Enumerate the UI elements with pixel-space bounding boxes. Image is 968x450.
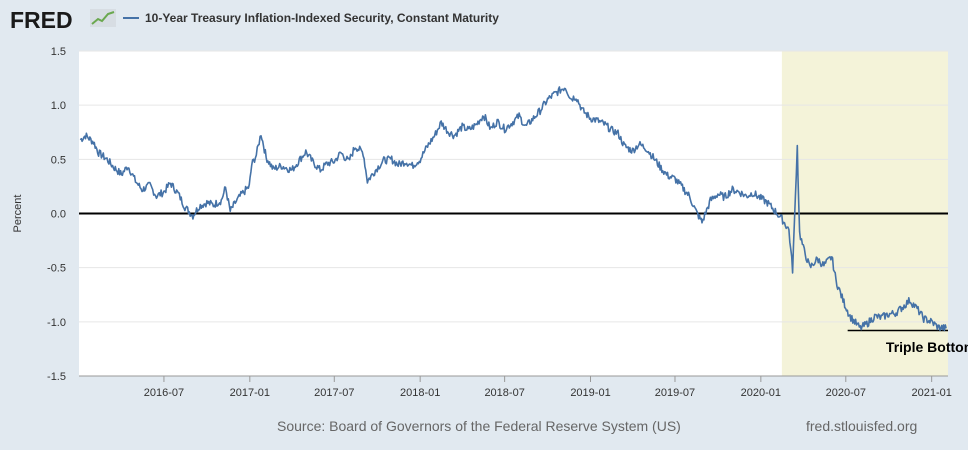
legend-label: 10-Year Treasury Inflation-Indexed Secur… [145, 11, 499, 25]
x-tick-label: 2017-01 [230, 387, 270, 399]
line-chart: 1.5 1.0 0.5 0.0 -0.5 -1.0 -1.5 2016-07 2017-01 20… [12, 46, 968, 399]
series-line [79, 86, 947, 332]
source-note: Source: Board of Governors of the Federa… [277, 418, 681, 434]
chart-legend: 10-Year Treasury Inflation-Indexed Secur… [123, 11, 499, 25]
y-tick-label: 0.5 [51, 154, 66, 166]
site-link[interactable]: fred.stlouisfed.org [806, 418, 918, 434]
x-tick-label: 2020-01 [741, 387, 781, 399]
legend-swatch [123, 17, 139, 19]
y-tick-label: -1.0 [47, 317, 66, 329]
x-tick-label: 2018-01 [400, 387, 440, 399]
x-tick-label: 2021-01 [911, 387, 951, 399]
x-tick-label: 2017-07 [314, 387, 354, 399]
x-tick-label: 2018-07 [484, 387, 524, 399]
x-tick-label: 2020-07 [826, 387, 866, 399]
x-tick-label: 2016-07 [144, 387, 184, 399]
y-tick-label: -1.5 [47, 371, 66, 383]
y-tick-label: 1.0 [51, 100, 66, 112]
trend-chart-icon [90, 9, 116, 27]
annotation-label: Triple Bottom? [886, 339, 968, 355]
x-tick-label: 2019-07 [655, 387, 695, 399]
x-tick-label: 2019-01 [570, 387, 610, 399]
y-tick-label: -0.5 [47, 263, 66, 275]
y-tick-label: 0.0 [51, 209, 66, 221]
y-tick-label: 1.5 [51, 46, 66, 58]
y-axis-title: Percent [12, 195, 24, 233]
fred-logo[interactable]: FRED [10, 7, 73, 33]
